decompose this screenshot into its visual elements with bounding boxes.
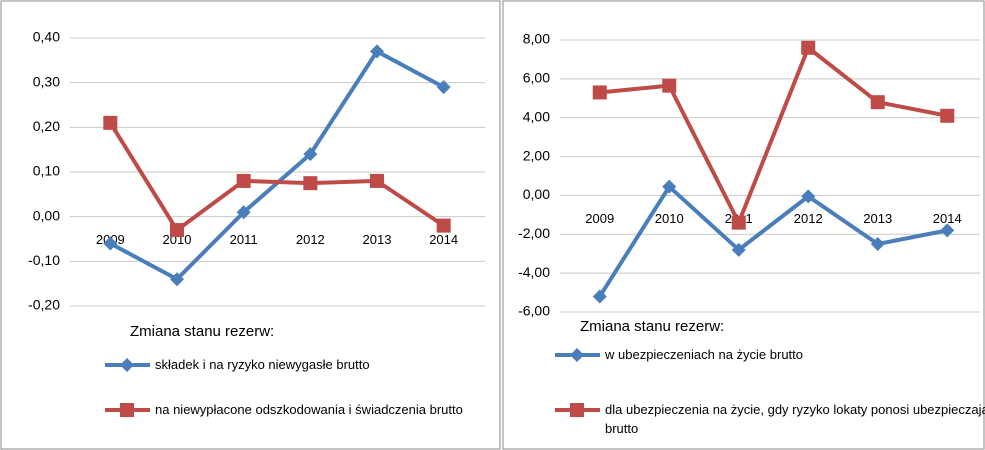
series-line <box>108 121 445 233</box>
y-tick-label: 2,00 <box>523 147 550 163</box>
x-tick-label: 2011 <box>230 232 258 247</box>
legend-label: w ubezpieczeniach na życie brutto <box>605 347 804 362</box>
marker <box>731 242 746 257</box>
marker <box>592 85 607 100</box>
marker <box>236 173 251 188</box>
marker <box>236 205 251 220</box>
x-tick-label: 2010 <box>163 232 192 247</box>
series-line <box>598 183 948 298</box>
y-tick-label: -2,00 <box>518 225 550 241</box>
y-tick-label: 0,30 <box>33 73 60 89</box>
y-tick-label: -0,10 <box>28 252 60 268</box>
legend-title: Zmiana stanu rezerw: <box>130 323 275 340</box>
marker <box>170 272 184 287</box>
marker <box>170 223 184 238</box>
marker <box>940 223 955 238</box>
marker <box>436 80 451 95</box>
y-tick-label: 0,20 <box>33 118 60 134</box>
y-tick-label: 0,00 <box>523 186 550 202</box>
y-tick-label: -0,20 <box>28 297 60 313</box>
marker <box>592 289 607 304</box>
marker <box>870 237 885 251</box>
x-tick-label: 2012 <box>794 211 823 226</box>
marker <box>662 78 677 93</box>
marker <box>801 189 816 204</box>
x-tick-label: 2013 <box>863 211 892 226</box>
x-tick-label: 2012 <box>296 232 325 247</box>
y-tick-label: -6,00 <box>518 303 550 319</box>
marker <box>303 147 318 162</box>
series-line <box>599 44 948 228</box>
marker <box>436 218 451 233</box>
y-tick-label: -4,00 <box>518 264 550 280</box>
marker <box>870 95 885 110</box>
legend-label: na niewypłacone odszkodowania i świadcze… <box>155 402 463 417</box>
marker <box>731 215 746 230</box>
y-tick-label: 0,10 <box>33 163 60 179</box>
marker <box>570 403 584 417</box>
x-tick-label: 2013 <box>363 232 392 247</box>
marker <box>103 236 118 251</box>
legend-label: składek i na ryzyko niewygasłe brutto <box>155 357 370 372</box>
marker <box>801 40 816 55</box>
marker <box>303 176 318 191</box>
panel <box>0 0 501 450</box>
legend-title: Zmiana stanu rezerw: <box>580 318 725 335</box>
x-tick-label: 2010 <box>655 211 684 226</box>
y-tick-label: 4,00 <box>523 108 550 124</box>
marker <box>940 108 955 123</box>
marker <box>103 115 118 130</box>
x-tick-label: 2009 <box>585 211 614 226</box>
x-tick-label: 2014 <box>933 211 962 226</box>
marker <box>120 403 134 417</box>
x-tick-label: 2014 <box>429 232 458 247</box>
legend-label: dla ubezpieczenia na życie, gdy ryzyko l… <box>605 402 985 436</box>
y-tick-label: 6,00 <box>523 70 550 86</box>
y-tick-label: 8,00 <box>523 31 550 47</box>
marker <box>370 44 384 59</box>
marker <box>370 173 384 188</box>
marker <box>570 348 584 362</box>
marker <box>120 358 134 372</box>
y-tick-label: 0,40 <box>33 29 60 45</box>
marker <box>662 179 677 194</box>
y-tick-label: 0,00 <box>33 207 60 223</box>
